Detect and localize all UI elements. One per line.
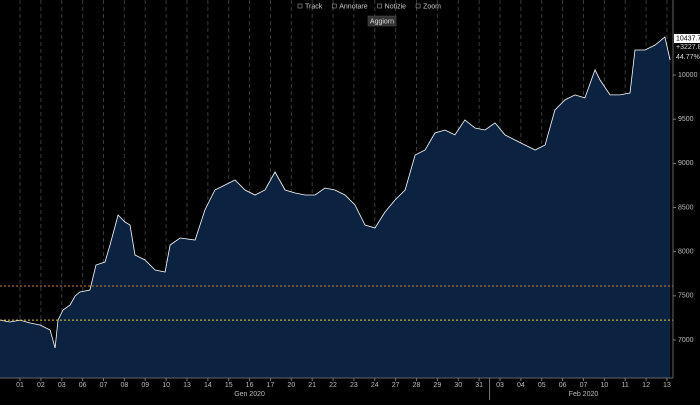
x-tick-label: 10 bbox=[600, 382, 608, 389]
toolbar-button[interactable]: Zoom bbox=[423, 3, 441, 10]
x-tick-label: 01 bbox=[16, 382, 24, 389]
x-tick-label: 14 bbox=[204, 382, 212, 389]
x-tick-label: 22 bbox=[329, 382, 337, 389]
x-tick-label: 03 bbox=[496, 382, 504, 389]
x-tick-label: 20 bbox=[287, 382, 295, 389]
x-tick-label: 23 bbox=[350, 382, 358, 389]
y-tick-label: 8000 bbox=[678, 249, 694, 256]
axis: 01 02 03 06 07 08 09 10 13 14 15 16 17 20 21 22 23 24 27 28… bbox=[16, 34, 700, 400]
x-tick-label: 17 bbox=[267, 382, 275, 389]
x-tick-label: 29 bbox=[433, 382, 441, 389]
x-tick-label: 08 bbox=[120, 382, 128, 389]
x-tick-label: 15 bbox=[225, 382, 233, 389]
y-tick-label: 7000 bbox=[678, 337, 694, 344]
x-tick-label: 05 bbox=[538, 382, 546, 389]
y-tick-label: 9500 bbox=[678, 116, 694, 123]
x-tick-label: 27 bbox=[392, 382, 400, 389]
x-tick-label: 12 bbox=[642, 382, 650, 389]
x-tick-label: 10 bbox=[162, 382, 170, 389]
x-tick-label: 13 bbox=[663, 382, 671, 389]
y-tick-label: 8500 bbox=[678, 204, 694, 211]
update-button-bg[interactable] bbox=[367, 15, 397, 27]
x-tick-label: 06 bbox=[559, 382, 567, 389]
toolbar-icon bbox=[331, 3, 337, 9]
x-tick-label: 04 bbox=[517, 382, 525, 389]
x-tick-label: 07 bbox=[580, 382, 588, 389]
toolbar-button[interactable]: Notizie bbox=[385, 3, 407, 10]
y-tick-label: 7500 bbox=[678, 293, 694, 300]
month-label: Gen 2020 bbox=[234, 391, 265, 398]
x-tick-label: 02 bbox=[37, 382, 45, 389]
toolbar-button[interactable]: Annotare bbox=[339, 3, 368, 10]
x-tick-label: 07 bbox=[100, 382, 108, 389]
plot bbox=[0, 0, 673, 378]
toolbar: Track Annotare Notizie Zoom Aggiorn bbox=[297, 3, 441, 27]
last-price: 10437.72 bbox=[676, 35, 700, 42]
toolbar-icon bbox=[377, 3, 382, 9]
change-pct: 44.77% bbox=[676, 54, 700, 61]
x-tick-label: 31 bbox=[475, 382, 483, 389]
y-tick-label: 10000 bbox=[678, 72, 698, 79]
x-tick-label: 30 bbox=[454, 382, 462, 389]
x-tick-label: 03 bbox=[58, 382, 66, 389]
price-line bbox=[0, 36, 671, 349]
last-price-box bbox=[674, 34, 700, 43]
month-label: Feb 2020 bbox=[569, 391, 599, 398]
toolbar-button[interactable]: Track bbox=[305, 3, 323, 10]
toolbar-icon bbox=[415, 3, 421, 9]
x-tick-label: 16 bbox=[246, 382, 254, 389]
toolbar-icon bbox=[297, 3, 303, 9]
y-tick-label: 9000 bbox=[678, 160, 694, 167]
x-tick-label: 11 bbox=[622, 382, 629, 389]
update-button[interactable]: Aggiorn bbox=[370, 18, 394, 25]
x-tick-label: 13 bbox=[183, 382, 191, 389]
area bbox=[0, 37, 671, 378]
x-tick-label: 09 bbox=[141, 382, 149, 389]
x-tick-label: 21 bbox=[308, 382, 316, 389]
change: +3227.84 bbox=[676, 44, 700, 51]
x-tick-label: 28 bbox=[413, 382, 421, 389]
x-tick-label: 06 bbox=[79, 382, 87, 389]
x-tick-label: 24 bbox=[371, 382, 379, 389]
axis-panel bbox=[673, 0, 700, 400]
